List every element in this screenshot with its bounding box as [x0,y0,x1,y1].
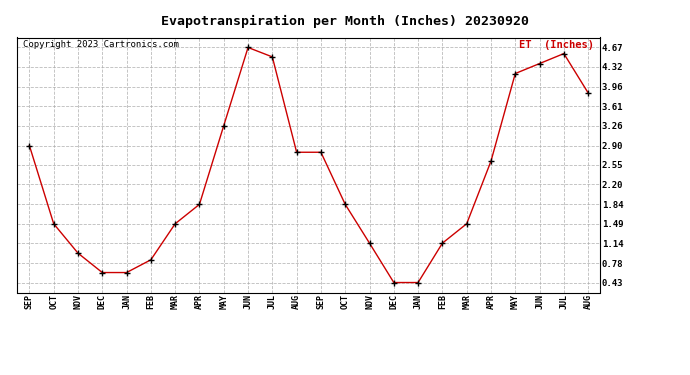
Text: Copyright 2023 Cartronics.com: Copyright 2023 Cartronics.com [23,40,179,49]
Text: Evapotranspiration per Month (Inches) 20230920: Evapotranspiration per Month (Inches) 20… [161,15,529,28]
Text: ET  (Inches): ET (Inches) [520,40,595,50]
